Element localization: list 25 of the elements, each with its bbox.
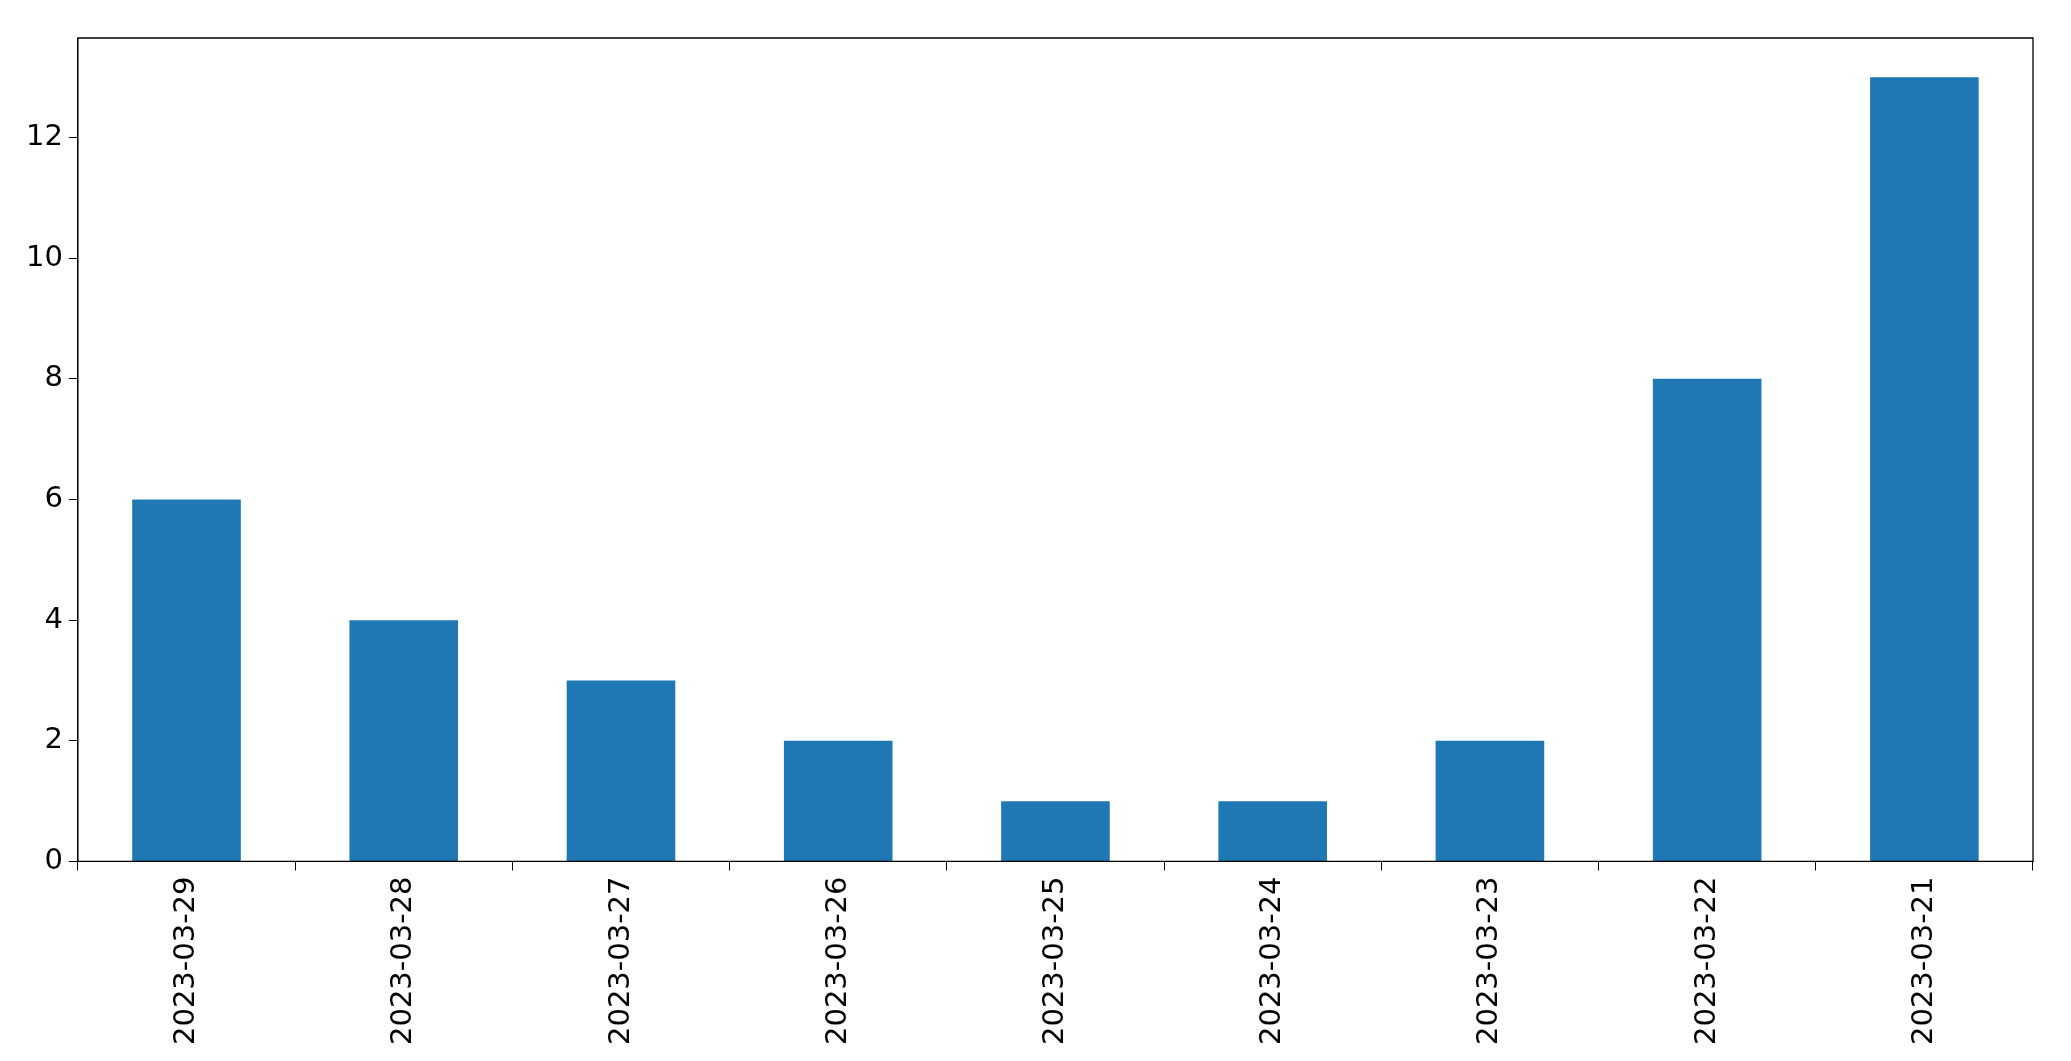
x-tick-label: 2023-03-26	[818, 876, 853, 1046]
bar	[1001, 801, 1110, 861]
y-tick-label: 12	[26, 118, 63, 153]
bar	[783, 740, 893, 861]
x-tick-label: 2023-03-28	[384, 876, 419, 1046]
bar	[132, 499, 241, 861]
x-tick-label: 2023-03-24	[1253, 876, 1288, 1046]
bar	[1218, 801, 1327, 861]
bar	[1652, 378, 1762, 861]
y-tick-label: 10	[26, 238, 63, 273]
x-tick-label: 2023-03-29	[167, 876, 202, 1046]
bar	[1435, 740, 1545, 861]
y-tick-label: 4	[44, 600, 63, 635]
bar	[1870, 77, 1979, 861]
y-tick-label: 6	[44, 480, 63, 515]
x-tick-label: 2023-03-21	[1904, 876, 1939, 1046]
x-tick-label: 2023-03-25	[1035, 876, 1070, 1046]
x-tick-label: 2023-03-23	[1470, 876, 1505, 1046]
y-tick-label: 0	[44, 842, 63, 876]
y-tick-label: 2	[44, 721, 63, 756]
bar	[566, 680, 676, 861]
x-tick-label: 2023-03-27	[601, 876, 636, 1046]
y-tick-label: 8	[44, 359, 63, 394]
bar	[349, 620, 459, 861]
x-tick-label: 2023-03-22	[1687, 876, 1722, 1046]
